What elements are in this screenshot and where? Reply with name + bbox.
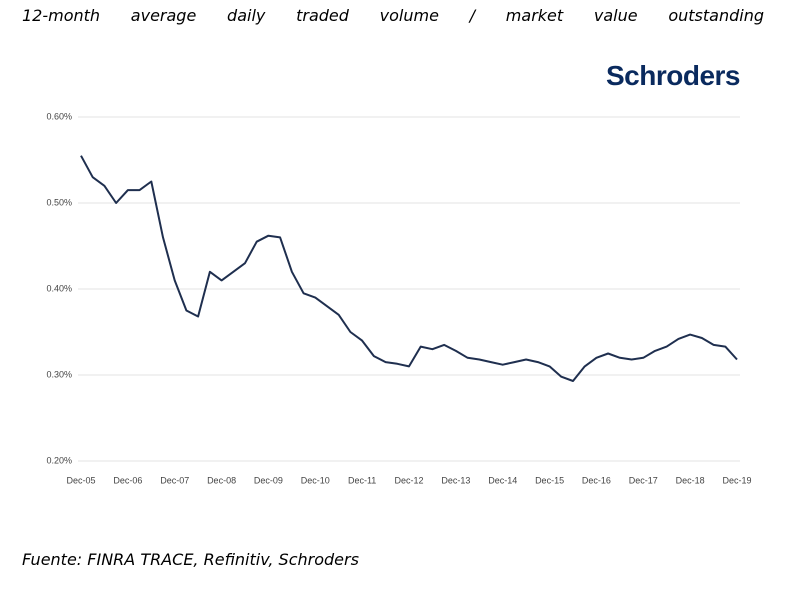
x-tick-label: Dec-09 xyxy=(254,475,283,485)
y-tick-label: 0.60% xyxy=(46,111,72,121)
y-tick-label: 0.30% xyxy=(46,369,72,379)
x-tick-label: Dec-08 xyxy=(207,475,236,485)
chart-title: 12-month average daily traded volume / m… xyxy=(22,6,764,25)
line-series xyxy=(80,155,738,382)
x-tick-label: Dec-15 xyxy=(535,475,564,485)
source-note: Fuente: FINRA TRACE, Refinitiv, Schroder… xyxy=(22,550,359,569)
x-tick-label: Dec-17 xyxy=(629,475,658,485)
y-tick-label: 0.20% xyxy=(46,455,72,465)
x-tick-label: Dec-06 xyxy=(113,475,142,485)
logo: Schroders xyxy=(606,60,741,91)
chart: 0.20% 0.30% 0.40% 0.50% 0.60% Dec-05 Dec-06 Dec… xyxy=(46,111,751,485)
y-tick-label: 0.50% xyxy=(46,197,72,207)
x-tick-label: Dec-16 xyxy=(582,475,611,485)
x-tick-label: Dec-18 xyxy=(676,475,705,485)
x-tick-label: Dec-19 xyxy=(722,475,751,485)
x-tick-label: Dec-13 xyxy=(441,475,470,485)
x-tick-label: Dec-05 xyxy=(66,475,95,485)
x-tick-label: Dec-11 xyxy=(348,475,376,485)
x-tick-label: Dec-12 xyxy=(394,475,423,485)
x-tick-label: Dec-07 xyxy=(160,475,189,485)
x-tick-label: Dec-10 xyxy=(301,475,330,485)
x-tick-label: Dec-14 xyxy=(488,475,517,485)
y-tick-label: 0.40% xyxy=(46,283,72,293)
